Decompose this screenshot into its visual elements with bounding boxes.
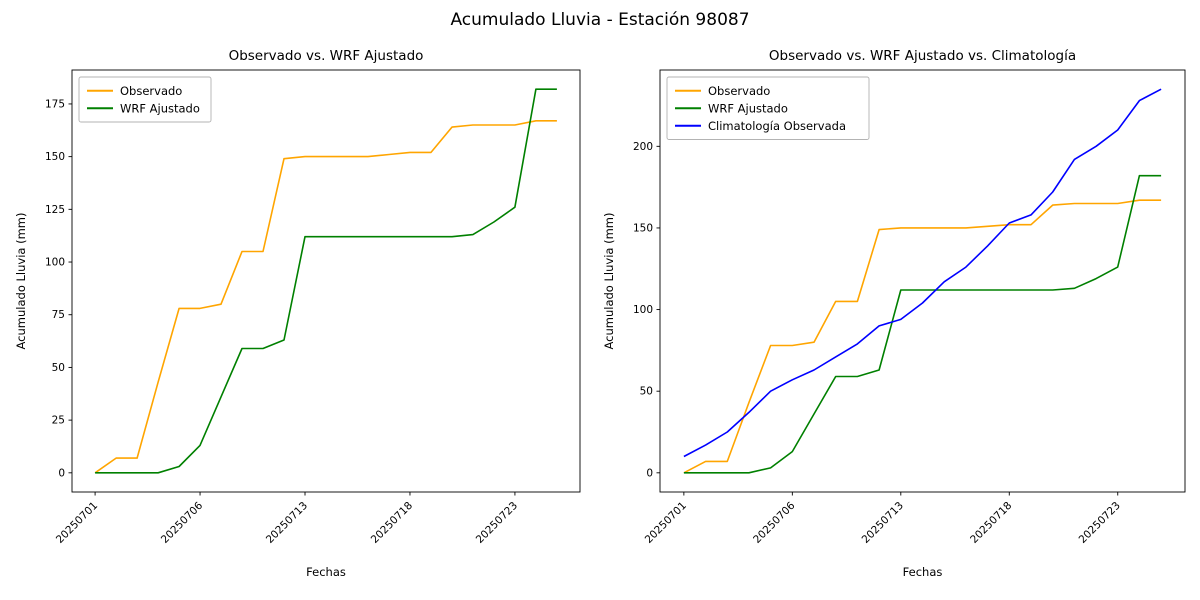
y-axis-label: Acumulado Lluvia (mm) <box>602 213 616 350</box>
x-axis-label: Fechas <box>306 565 346 579</box>
x-tick-label: 20250706 <box>751 499 798 546</box>
y-tick-label: 25 <box>52 415 65 427</box>
x-tick-label: 20250706 <box>159 499 206 546</box>
y-tick-label: 0 <box>58 467 65 479</box>
chart-left: Observado vs. WRF Ajustado 0 25 50 75 100 125 1… <box>14 48 581 579</box>
y-tick-label: 50 <box>640 386 653 398</box>
y-tick-label: 100 <box>633 304 653 316</box>
legend-box <box>78 76 212 123</box>
x-tick-label: 20250718 <box>369 500 415 546</box>
series-line-observado <box>94 120 557 474</box>
x-tick-label: 20250713 <box>264 500 310 546</box>
series-line-observado <box>683 199 1162 474</box>
y-tick-label: 150 <box>633 222 653 234</box>
x-tick-label: 20250701 <box>54 500 100 546</box>
x-axis-label: Fechas <box>903 565 943 579</box>
series-line-wrf-ajustado <box>95 88 557 474</box>
x-tick-label: 20250713 <box>860 500 906 546</box>
chart-right: Observado vs. WRF Ajustado vs. Climatolo… <box>602 48 1186 579</box>
legend-label: WRF Ajustado <box>120 101 200 115</box>
legend-label: Observado <box>120 84 182 98</box>
legend-label: Observado <box>708 84 770 98</box>
y-tick-label: 125 <box>45 204 65 216</box>
subplot-title: Observado vs. WRF Ajustado <box>229 48 424 64</box>
x-tick-label: 20250718 <box>968 500 1014 546</box>
axes-frame <box>71 69 581 493</box>
series-line-climatolog-a-observada <box>683 88 1162 458</box>
axes-frame <box>659 69 1186 493</box>
series-line-wrf-ajustado <box>683 174 1162 474</box>
y-tick-label: 150 <box>45 151 65 163</box>
x-tick-label: 20250723 <box>1077 500 1123 546</box>
x-tick-label: 20250723 <box>474 500 520 546</box>
y-tick-label: 175 <box>45 98 65 110</box>
y-tick-label: 100 <box>45 257 65 269</box>
x-tick-label: 20250701 <box>643 500 689 546</box>
y-tick-label: 200 <box>633 141 653 153</box>
legend-box <box>666 76 870 140</box>
legend-label: WRF Ajustado <box>708 101 788 115</box>
y-tick-label: 0 <box>646 467 653 479</box>
legend: Observado WRF Ajustado Climatología Observ… <box>666 76 870 140</box>
y-axis-label: Acumulado Lluvia (mm) <box>14 213 28 350</box>
legend-label: Climatología Observada <box>708 119 846 133</box>
legend: Observado WRF Ajustado <box>78 76 212 123</box>
figure-title: Acumulado Lluvia - Estación 98087 <box>450 10 750 30</box>
y-tick-label: 75 <box>52 309 65 321</box>
subplot-title: Observado vs. WRF Ajustado vs. Climatolo… <box>769 48 1076 64</box>
y-tick-label: 50 <box>52 362 65 374</box>
